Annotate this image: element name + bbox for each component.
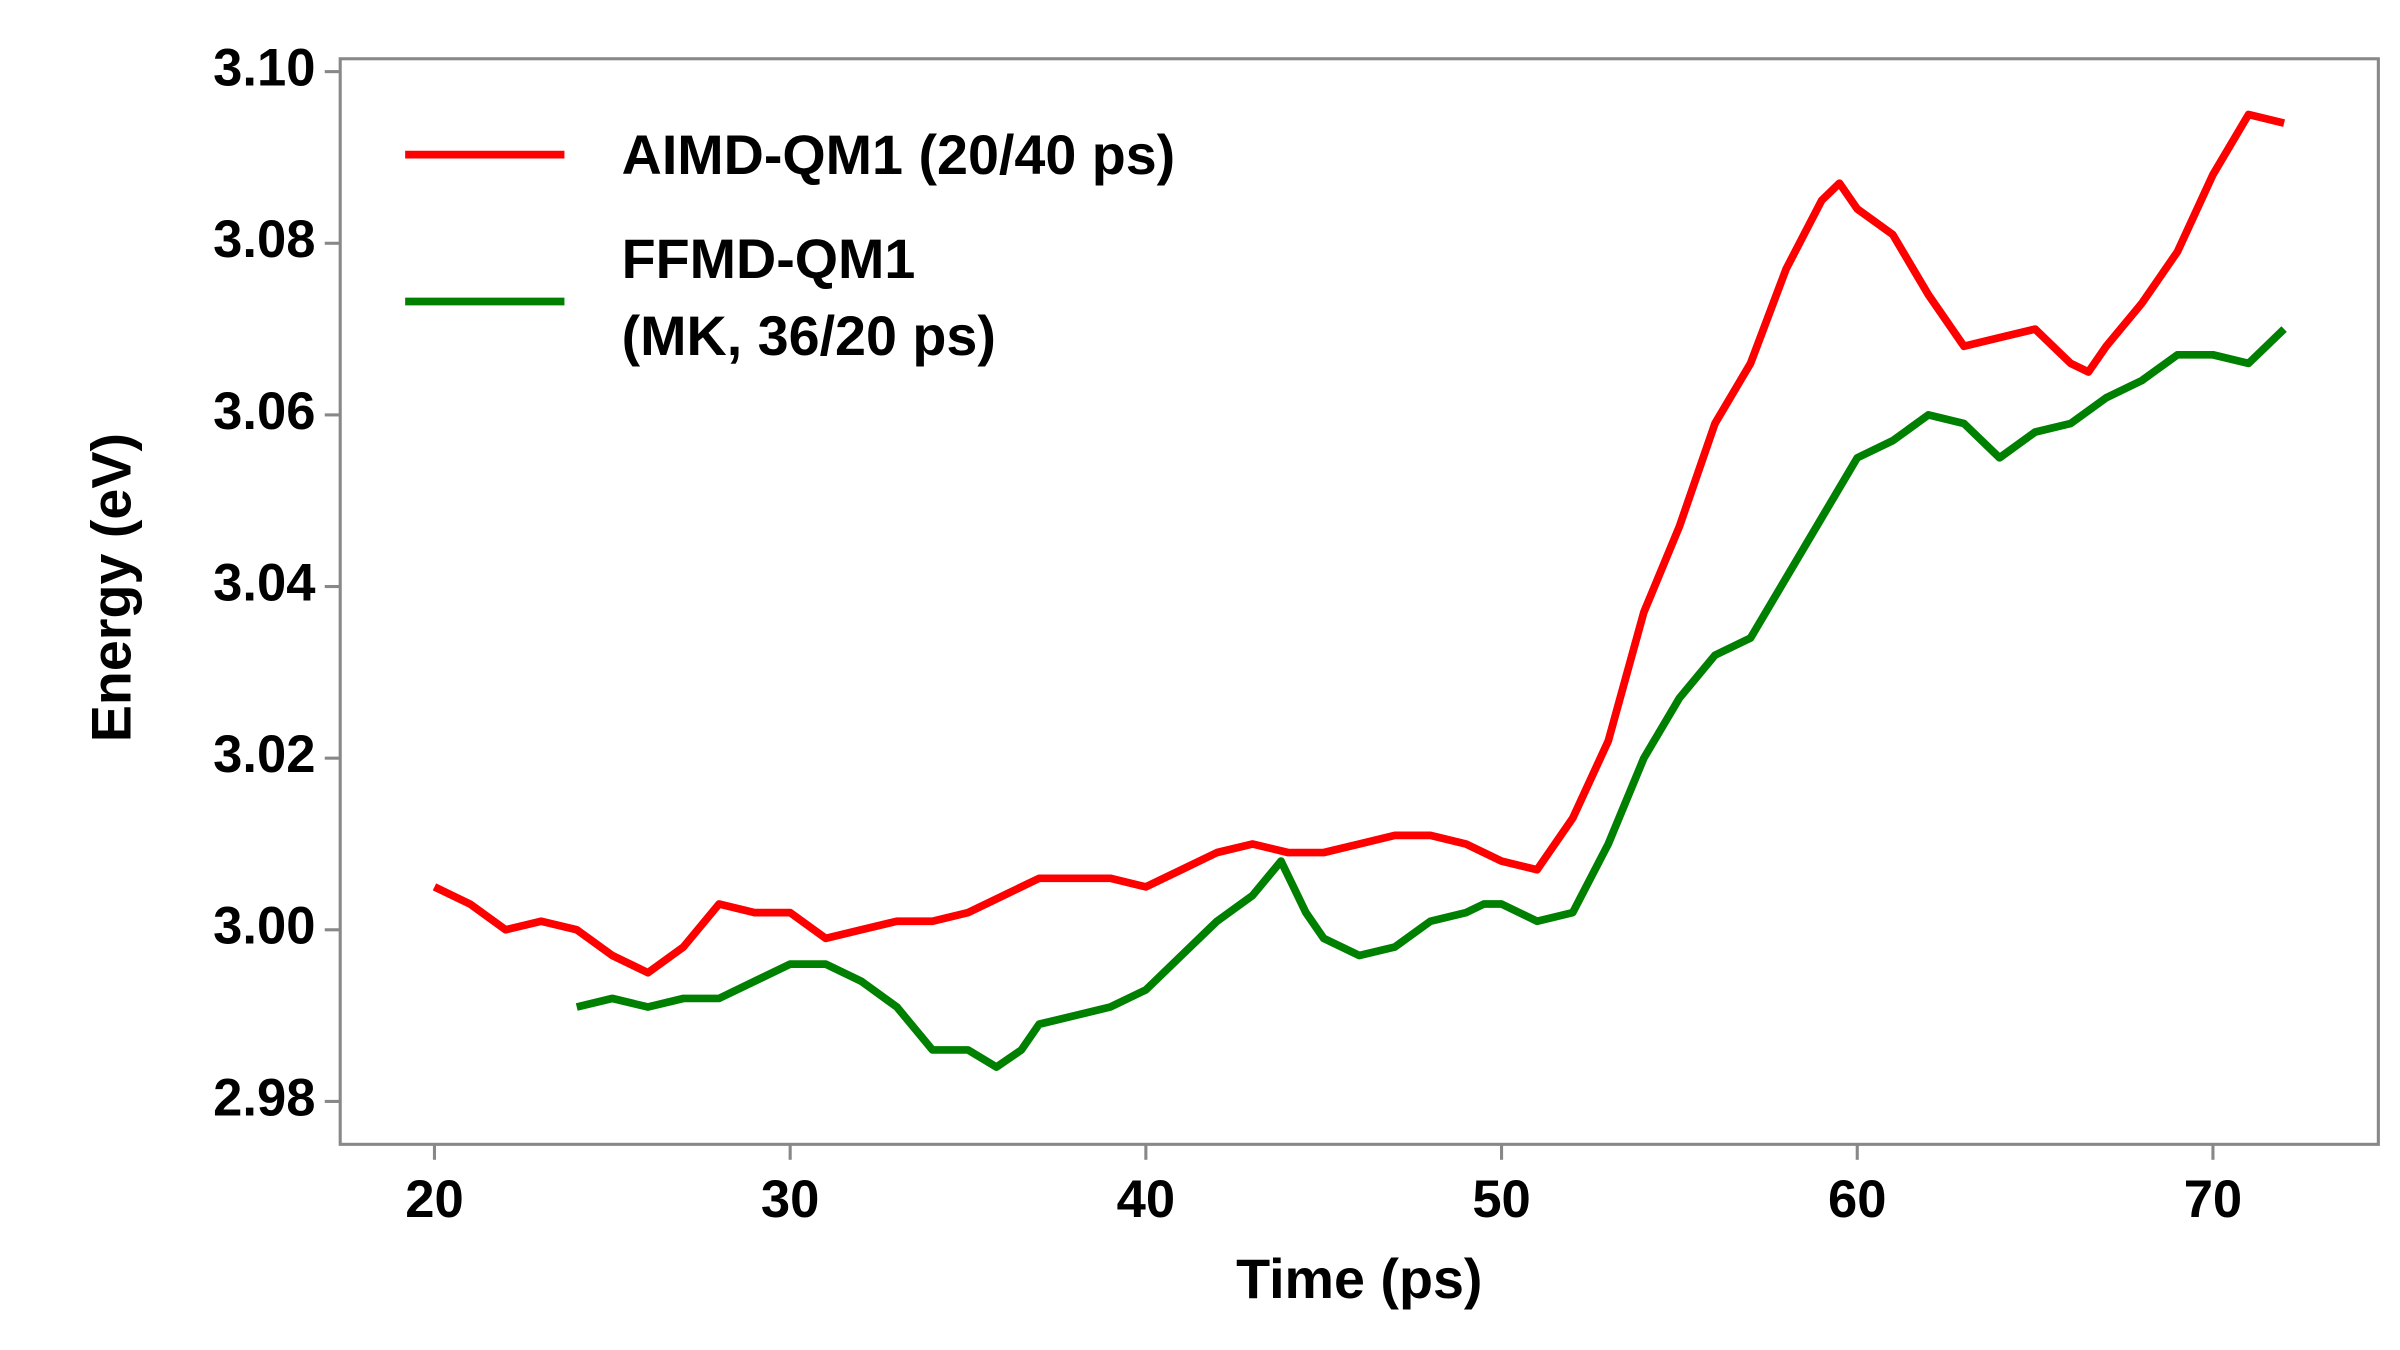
y-axis-title: Energy (eV) [81, 433, 143, 742]
x-tick-label: 40 [1117, 1170, 1175, 1229]
y-tick-label: 3.10 [213, 39, 315, 98]
series-line [432, 110, 2286, 977]
y-tick-label: 3.04 [213, 553, 315, 612]
legend-label: AIMD-QM1 (20/40 ps) [622, 124, 1176, 186]
x-tick-label: 30 [761, 1170, 819, 1229]
legend-label: FFMD-QM1 (MK, 36/20 ps) [622, 228, 996, 367]
y-tick-label: 3.08 [213, 210, 315, 269]
y-tick-label: 3.02 [213, 725, 315, 784]
y-tick-label: 3.00 [213, 897, 315, 956]
x-tick-label: 50 [1472, 1170, 1530, 1229]
plot-frame [338, 57, 2380, 1146]
series-line [575, 326, 2287, 1071]
x-tick-label: 20 [405, 1170, 463, 1229]
x-axis-title: Time (ps) [1236, 1248, 1482, 1310]
legend-label-line: FFMD-QM1 [622, 228, 916, 290]
y-tick-label: 2.98 [213, 1068, 315, 1127]
x-tick-label: 70 [2184, 1170, 2242, 1229]
y-tick-label: 3.06 [213, 382, 315, 441]
legend-label-line: (MK, 36/20 ps) [622, 305, 996, 367]
x-tick-label: 60 [1828, 1170, 1886, 1229]
